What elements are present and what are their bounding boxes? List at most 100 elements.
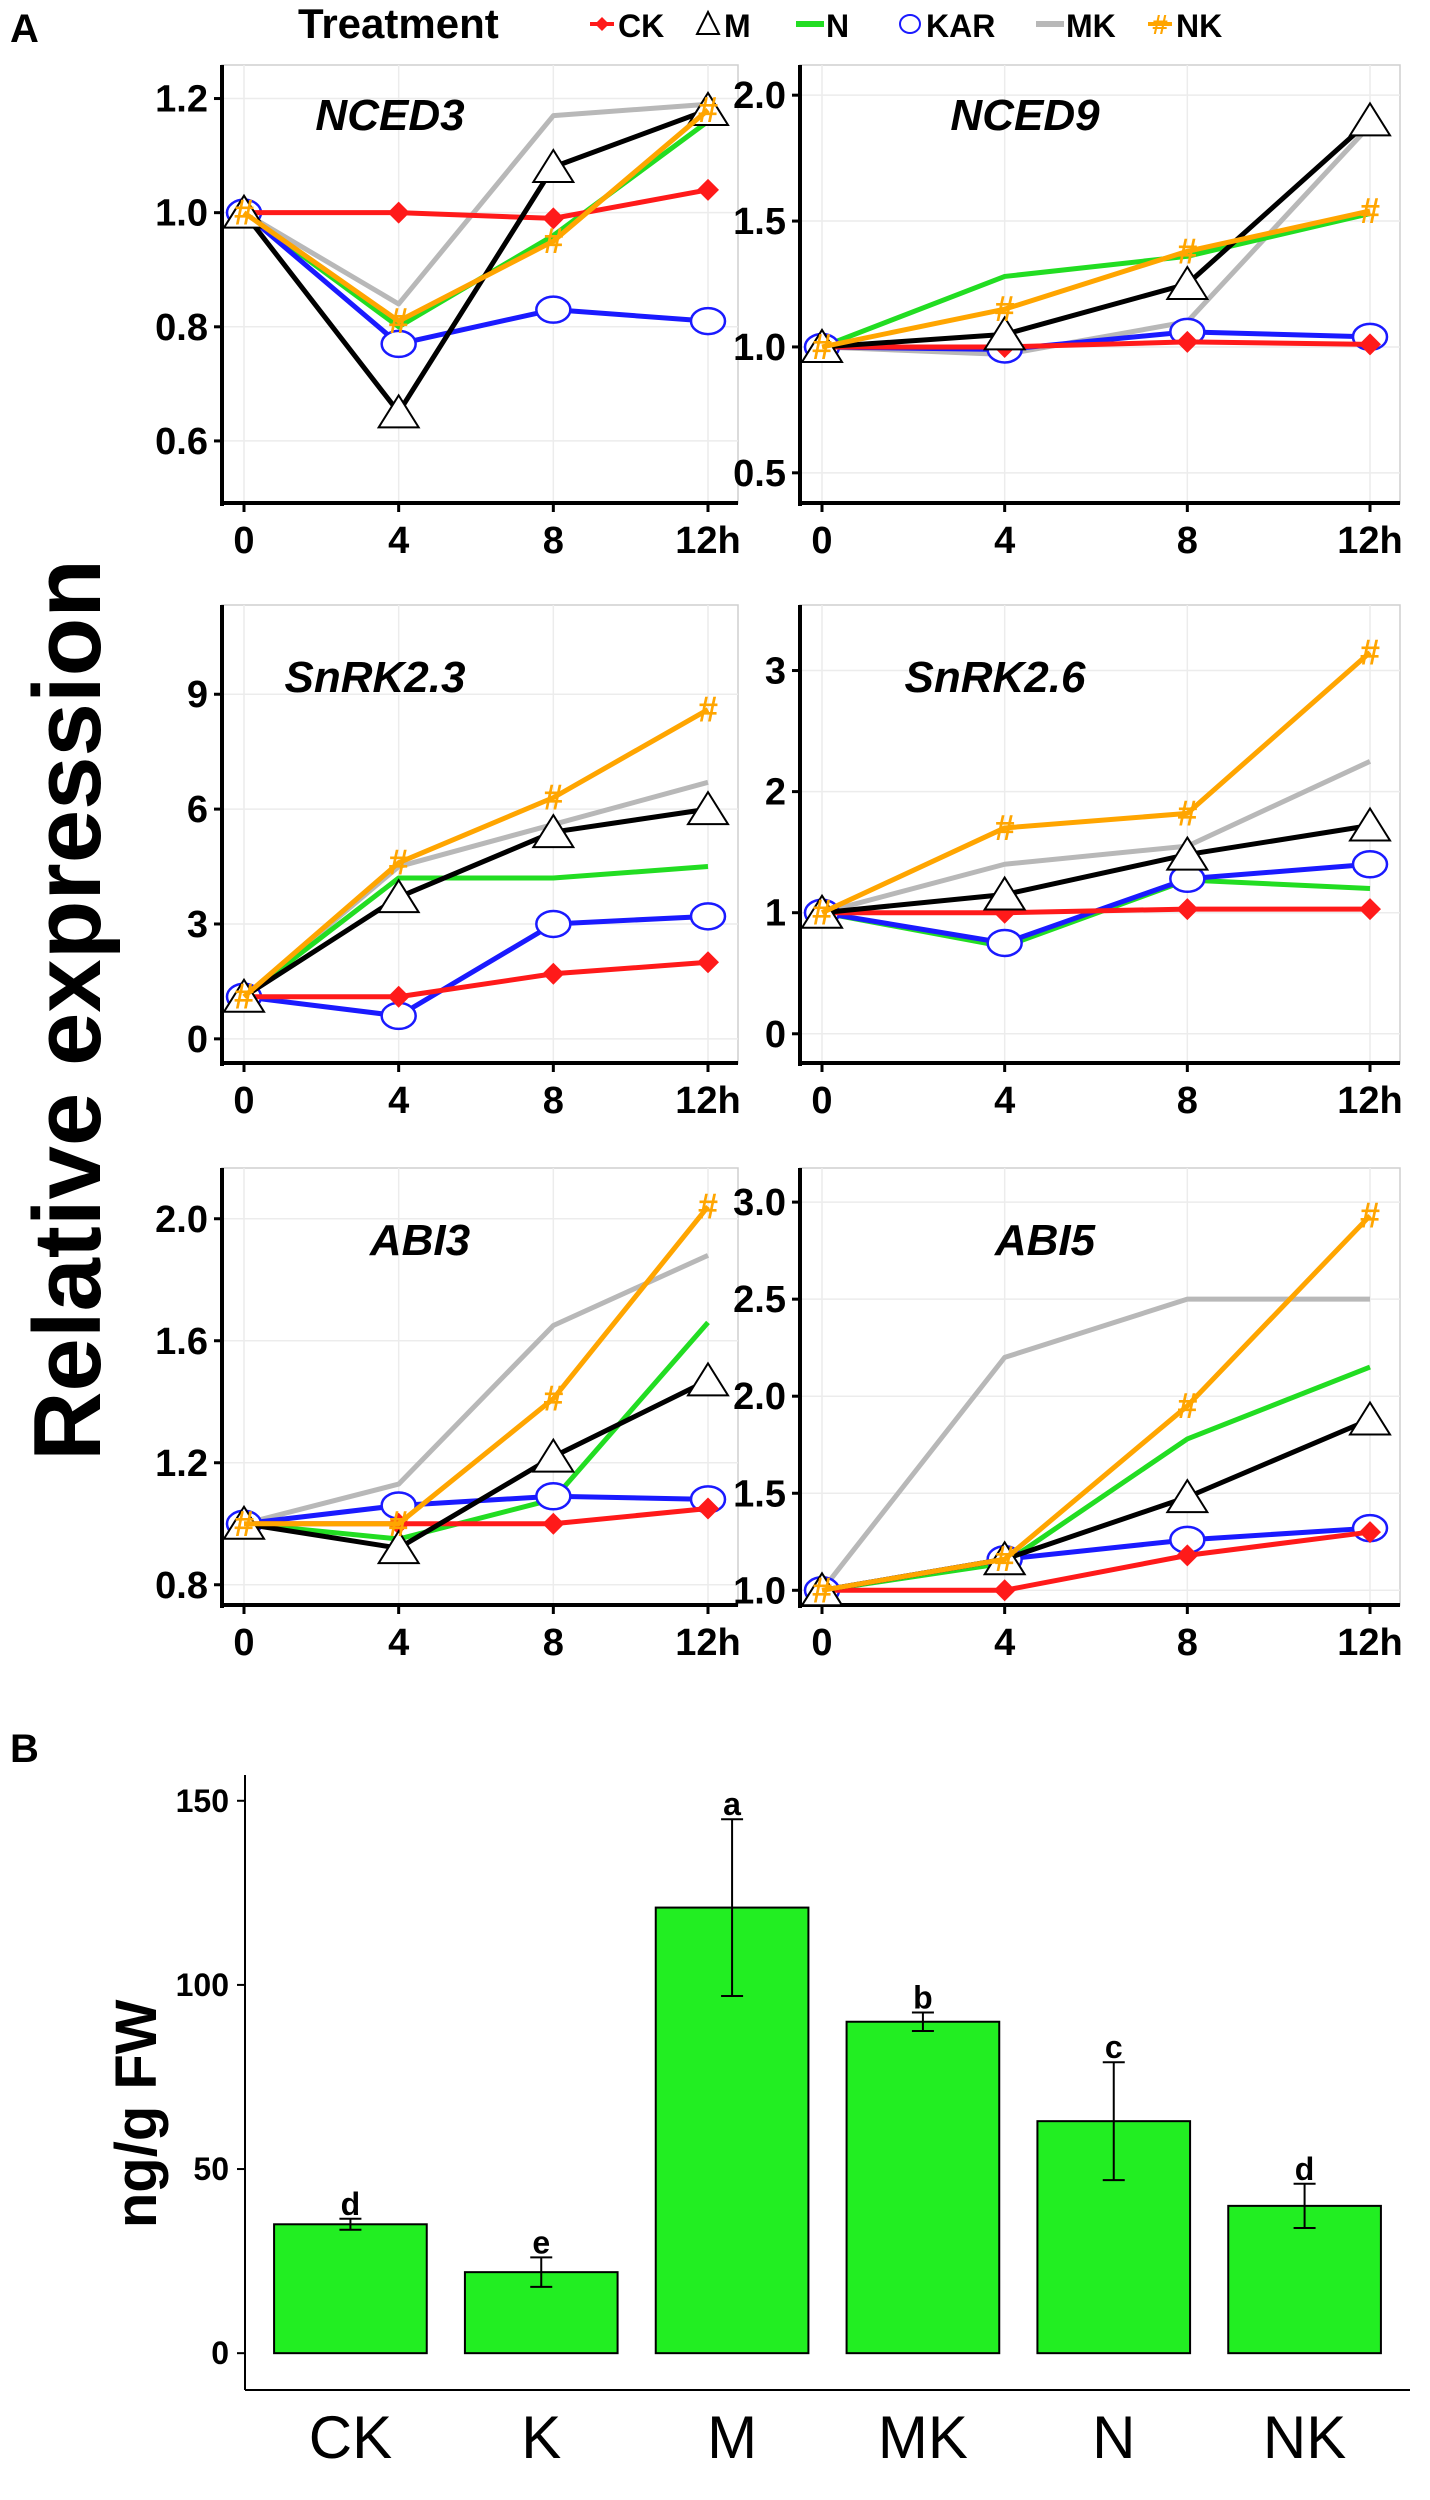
data-point — [993, 1579, 1016, 1602]
line-chart-snrk2-3: 0 3 6 9 0 4 8 12h SnRK2.3 # # # # — [187, 604, 741, 1122]
bar-category-label: M — [707, 2404, 757, 2471]
series-line — [244, 959, 709, 1000]
series-line — [244, 1204, 710, 1527]
legend-swatch — [595, 17, 609, 31]
data-point — [689, 306, 727, 336]
data-point: # — [995, 288, 1015, 329]
bar-category-label: K — [521, 2404, 561, 2471]
data-point: # — [1177, 230, 1197, 271]
y-tick-label: 2.5 — [733, 1279, 786, 1321]
x-tick-label: 8 — [1177, 1080, 1198, 1122]
gene-title: SnRK2.6 — [905, 653, 1086, 702]
series-ck — [233, 178, 719, 230]
y-tick-label: 9 — [187, 674, 208, 716]
series-m — [800, 806, 1392, 929]
series-line — [822, 1529, 1371, 1593]
y-tick-label: 2.0 — [155, 1199, 208, 1241]
gene-title: ABI3 — [369, 1216, 470, 1265]
data-point — [689, 902, 727, 931]
bar-group-n: cN — [1036, 2029, 1192, 2471]
legend-item-m: M — [695, 8, 751, 44]
data-point — [376, 1529, 421, 1565]
data-point — [376, 393, 421, 429]
data-point — [1165, 835, 1210, 871]
series-line — [822, 906, 1370, 916]
data-point — [542, 1512, 565, 1535]
legend-label: NK — [1176, 8, 1222, 44]
data-point — [1176, 898, 1199, 921]
significance-letter: b — [913, 1980, 933, 2016]
x-tick-label: 0 — [233, 1080, 254, 1122]
y-tick-label: 0 — [187, 1019, 208, 1061]
line-chart-abi3: 0.8 1.2 1.6 2.0 0 4 8 12h ABI3 # # # # — [155, 1167, 741, 1664]
x-tick-label: 0 — [811, 520, 832, 562]
data-point — [1165, 265, 1210, 300]
x-tick-label: 0 — [811, 1080, 832, 1122]
data-point — [1359, 333, 1381, 356]
data-point — [1165, 1478, 1210, 1514]
x-tick-label: 4 — [388, 1080, 409, 1122]
plot-background — [221, 1167, 739, 1606]
legend-item-mk: MK — [1036, 8, 1116, 44]
y-tick-label: 3 — [187, 904, 208, 946]
data-point: # — [812, 326, 832, 367]
data-point — [1176, 330, 1199, 353]
data-point — [1359, 1521, 1381, 1544]
series-line — [243, 913, 709, 1019]
series-line — [243, 1320, 710, 1542]
significance-letter: d — [341, 2186, 361, 2222]
y-tick-label: 1.5 — [733, 201, 786, 243]
data-point — [982, 875, 1027, 911]
data-point: # — [1360, 631, 1380, 672]
data-point — [542, 962, 565, 985]
data-point — [1359, 898, 1381, 921]
significance-letter: c — [1105, 2029, 1123, 2065]
x-tick-label: 4 — [388, 520, 409, 562]
y-tick-label: 0.6 — [155, 421, 208, 463]
bar-group-nk: d NK — [1227, 2151, 1382, 2471]
legend-swatch: # — [1152, 9, 1168, 40]
data-point: # — [1177, 1385, 1197, 1426]
series-line — [821, 759, 1372, 916]
data-point: # — [1360, 1195, 1380, 1236]
series-mk — [242, 101, 709, 307]
legend-label: CK — [618, 8, 664, 44]
y-tick-label: 2 — [765, 772, 786, 814]
series-line — [242, 101, 709, 307]
x-tick-label: 8 — [543, 520, 564, 562]
data-point: # — [389, 1503, 409, 1544]
y-tick-label: 3 — [765, 651, 786, 693]
x-tick-label: 12h — [1337, 1622, 1402, 1664]
series-line — [821, 123, 1372, 357]
line-chart-snrk2-6: 0 1 2 3 0 4 8 12h SnRK2.6 # # # # — [765, 604, 1403, 1122]
data-point: # — [389, 300, 409, 341]
data-point: # — [812, 1569, 832, 1610]
bar-group-mk: b MK — [845, 1980, 1001, 2471]
series-nk: # # # # — [812, 1195, 1380, 1611]
y-tick-label: 0 — [765, 1014, 786, 1056]
series-m — [222, 1361, 730, 1565]
data-point — [387, 985, 410, 1008]
data-point — [535, 295, 572, 324]
x-tick-label: 4 — [994, 1080, 1015, 1122]
x-tick-label: 8 — [1177, 520, 1198, 562]
bar-y-tick-label: 0 — [211, 2335, 229, 2371]
data-point — [387, 201, 410, 224]
data-point: # — [812, 892, 832, 933]
series-nk: # # # # — [234, 689, 718, 1017]
bar-group-ck: d CK — [273, 2186, 428, 2471]
panel-label-a: A — [10, 7, 39, 51]
legend-swatch — [899, 14, 921, 34]
series-line — [242, 806, 709, 999]
bar-y-tick-label: 50 — [193, 2151, 229, 2187]
series-line — [242, 864, 709, 999]
data-point — [531, 813, 576, 849]
data-point — [531, 1437, 576, 1473]
data-point: # — [234, 192, 254, 233]
significance-letter: e — [532, 2224, 550, 2260]
series-n — [243, 1320, 710, 1542]
series-line — [820, 1296, 1370, 1592]
legend-items: CK M N KAR MK # NK — [590, 8, 1222, 44]
line-charts: 0.60.81.01.20 4 8 12hNCED3####0.51.01.52.00… — [155, 64, 1403, 1664]
y-tick-label: 1.0 — [733, 1570, 786, 1612]
